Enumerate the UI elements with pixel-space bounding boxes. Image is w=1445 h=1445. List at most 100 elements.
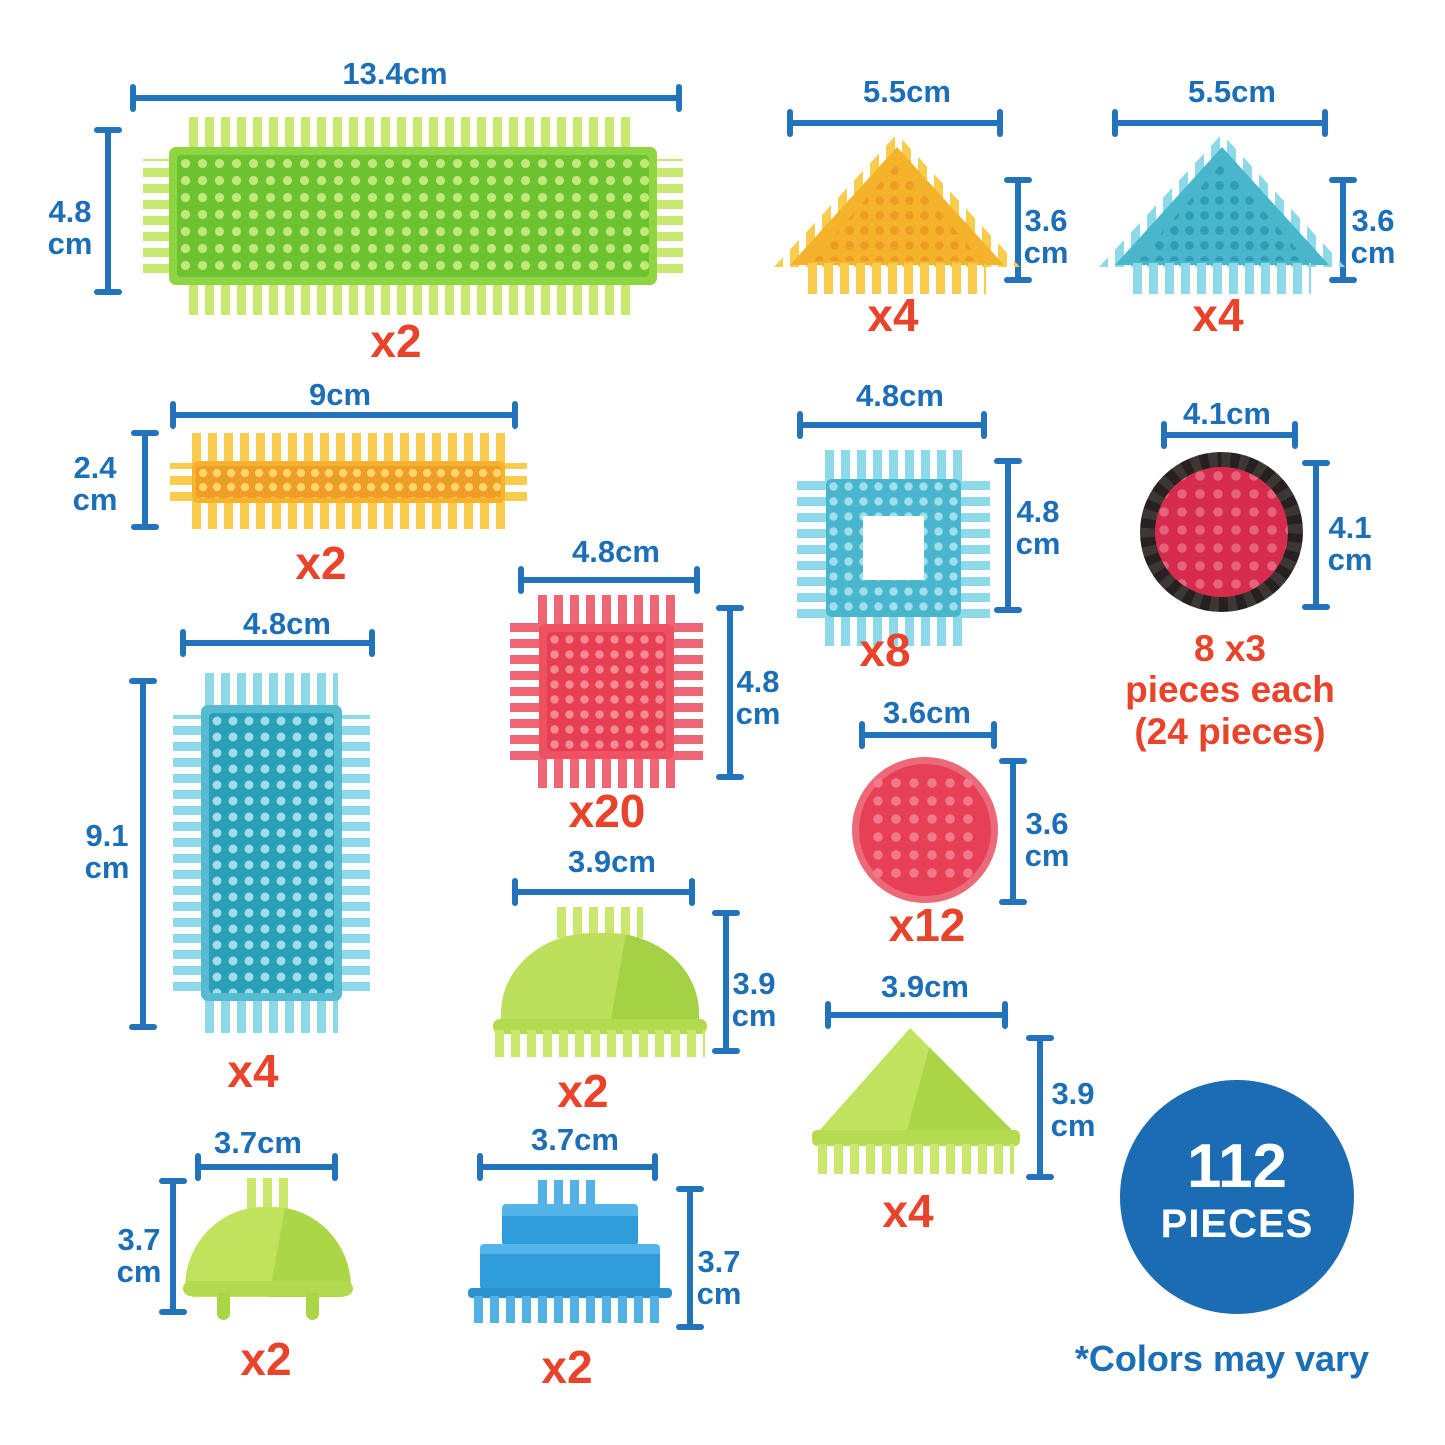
bar-body [192, 461, 505, 503]
width-dim-line [512, 878, 695, 906]
height-dim-line [1026, 1035, 1054, 1180]
bristles-left [170, 463, 194, 501]
height-dim-line [1329, 177, 1357, 283]
count-yellow-triangle: x4 [867, 289, 919, 341]
stack-tier-top [502, 1204, 638, 1246]
piece-green-pyramid [812, 1028, 1020, 1174]
count-green-arch: x2 [557, 1065, 609, 1117]
width-dim-line [195, 1153, 338, 1181]
height-dim-line [676, 1186, 704, 1330]
dome-base [183, 1281, 353, 1296]
piece-wheel [1140, 452, 1303, 612]
piece-blue-triangle [1099, 134, 1345, 294]
count-blue-triangle: x4 [1192, 289, 1244, 341]
width-label-blue-triangle: 5.5cm [1188, 74, 1276, 109]
count-blue-stacked-square: x2 [541, 1341, 593, 1393]
width-label-green-dome: 3.7cm [214, 1125, 302, 1160]
height-label-green-arch: 3.9 cm [731, 966, 777, 1033]
bristles-left [143, 159, 171, 273]
piece-blue-square-hole [797, 450, 990, 646]
width-label-wheel: 4.1cm [1183, 396, 1271, 431]
count-green-rectangle: x2 [370, 315, 422, 367]
bristles-right [340, 715, 370, 991]
height-dim-line [716, 605, 744, 780]
bristles-bottom [538, 756, 675, 788]
bristles-top [557, 907, 643, 938]
dome-foot-left [217, 1293, 230, 1320]
height-dim-line [1302, 460, 1330, 610]
bristles-bottom [1133, 263, 1311, 294]
width-label-green-arch: 3.9cm [568, 844, 656, 879]
height-label-green-rectangle: 4.8 cm [47, 194, 93, 261]
bristles-bottom [808, 263, 986, 294]
height-dim-line [159, 1178, 187, 1315]
bristles-top [247, 1178, 289, 1211]
bristles-left [173, 715, 203, 991]
bristles-top [825, 450, 962, 482]
piece-green-dome [183, 1178, 353, 1320]
height-label-red-square: 4.8 cm [735, 664, 781, 731]
height-label-red-circle: 3.6 cm [1024, 806, 1070, 873]
height-dim-line [131, 430, 159, 530]
height-dim-line [994, 458, 1022, 613]
height-label-blue-stacked-square: 3.7 cm [696, 1244, 742, 1311]
width-dim-line [787, 109, 1003, 137]
bristles-top [192, 433, 505, 464]
bristles-left [797, 478, 827, 618]
count-green-pyramid: x4 [882, 1185, 934, 1237]
width-dim-line [477, 1153, 658, 1181]
height-dim-line [1004, 177, 1032, 283]
bristles-bottom [825, 614, 962, 646]
count-yellow-bar: x2 [295, 537, 347, 589]
bristles-bottom [818, 1144, 1014, 1174]
width-dim-line [1112, 109, 1328, 137]
colors-may-vary-note: *Colors may vary [1074, 1338, 1370, 1379]
bristles-bottom [189, 282, 637, 315]
piece-green-arch [493, 907, 707, 1057]
width-label-green-pyramid: 3.9cm [881, 969, 969, 1004]
piece-blue-tall-rectangle [173, 673, 370, 1033]
count-red-circle: x12 [888, 899, 966, 951]
width-dim-line [130, 84, 682, 112]
center-hole [863, 516, 924, 580]
piece-blue-stacked-square [468, 1180, 672, 1323]
bristles-top [538, 1180, 602, 1207]
arch-body [501, 933, 699, 1033]
piece-count-badge: 112 PIECES [1120, 1080, 1354, 1314]
triangle-body [1115, 147, 1329, 265]
width-label-red-square: 4.8cm [572, 534, 660, 569]
count-blue-square-hole: x8 [859, 624, 911, 676]
bristles-bottom [495, 1030, 705, 1057]
height-label-yellow-bar: 2.4 cm [72, 450, 118, 517]
height-label-yellow-triangle: 3.6 cm [1023, 203, 1069, 270]
piece-red-square [510, 595, 703, 788]
height-label-blue-square-hole: 4.8 cm [1015, 494, 1061, 561]
bristles-right [673, 623, 703, 760]
width-dim-line [797, 411, 987, 439]
bristles-top [538, 595, 675, 627]
height-label-green-dome: 3.7 cm [116, 1222, 162, 1289]
plate [201, 705, 342, 1001]
height-label-blue-tall-rectangle: 9.1 cm [84, 818, 130, 885]
width-dim-line [518, 566, 700, 594]
height-label-wheel: 4.1 cm [1327, 510, 1373, 577]
width-label-yellow-triangle: 5.5cm [863, 74, 951, 109]
width-label-red-circle: 3.6cm [883, 695, 971, 730]
piece-green-rectangle [143, 117, 683, 315]
piece-yellow-bar [170, 433, 527, 529]
bristles-top [189, 117, 637, 150]
bristles-right [960, 478, 990, 618]
piece-yellow-triangle [774, 134, 1020, 294]
plate [539, 624, 674, 759]
width-dim-line [180, 629, 375, 657]
width-label-yellow-bar: 9cm [308, 377, 372, 412]
bristles-bottom [474, 1296, 666, 1323]
badge-label: PIECES [1160, 1202, 1314, 1246]
width-label-green-rectangle: 13.4cm [342, 56, 448, 91]
count-wheel: 8 x3 pieces each (24 pieces) [1125, 628, 1335, 752]
bristles-bottom [205, 999, 338, 1033]
count-red-square: x20 [568, 785, 646, 837]
count-blue-tall-rectangle: x4 [227, 1045, 279, 1097]
dome-foot-right [306, 1293, 319, 1320]
